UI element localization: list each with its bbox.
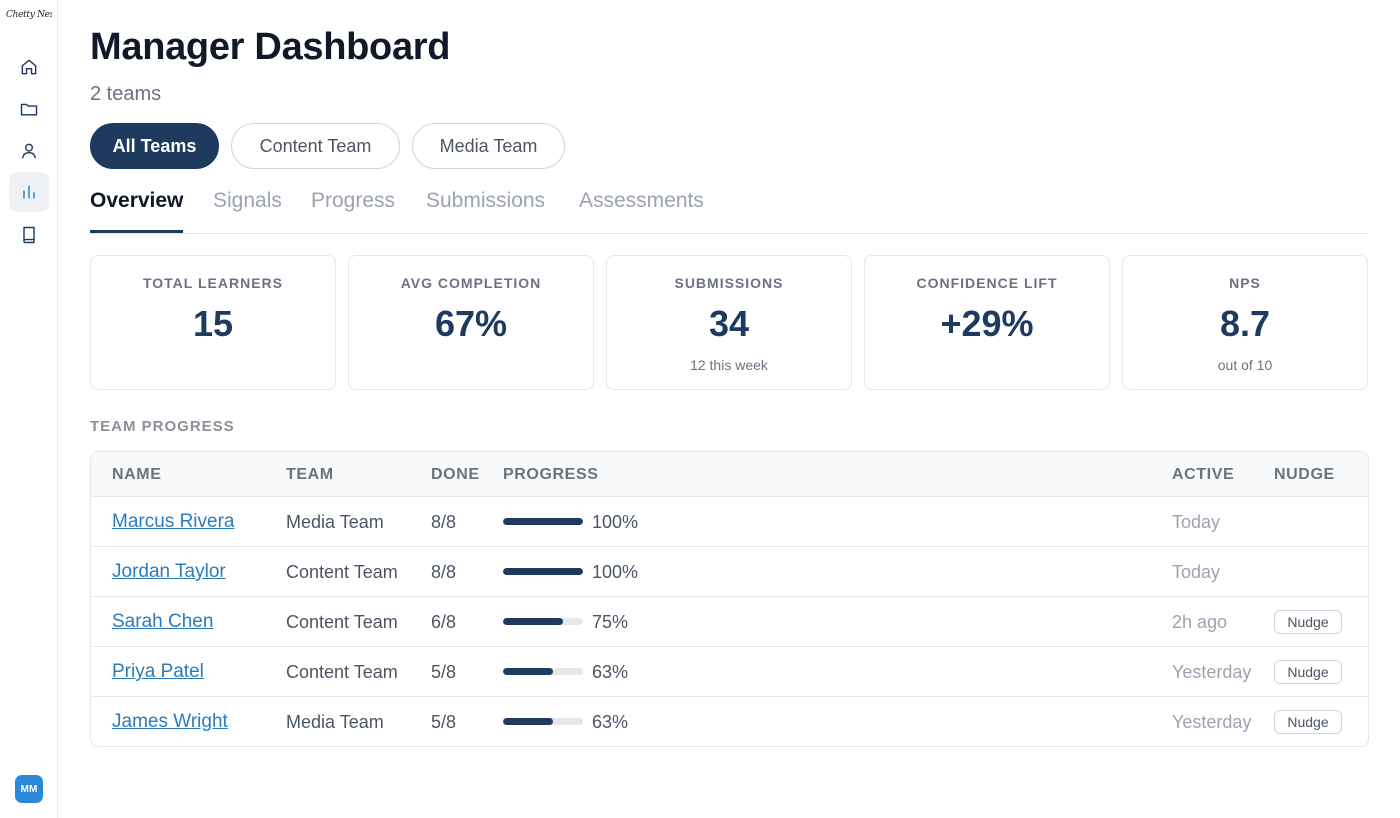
last-active-cell: Yesterday — [1172, 712, 1252, 732]
tab-overview[interactable]: Overview — [90, 186, 184, 233]
column-header-nudge: NUDGE — [1274, 466, 1335, 483]
nudge-button[interactable]: Nudge — [1274, 660, 1342, 684]
filter-media-team[interactable]: Media Team — [412, 123, 565, 169]
sidebar-item-folders[interactable] — [9, 89, 49, 129]
avatar[interactable]: MM — [15, 775, 43, 803]
book-icon — [23, 226, 35, 244]
progress-bar-fill — [503, 518, 583, 525]
kpi-card-nps: NPS 8.7 out of 10 — [1122, 255, 1368, 390]
last-active-cell: Today — [1172, 562, 1221, 582]
kpi-card-total-learners: TOTAL LEARNERS 15 — [90, 255, 336, 390]
page-title: Manager Dashboard — [90, 26, 451, 68]
tab-progress[interactable]: Progress — [311, 189, 396, 212]
sidebar-item-dashboard[interactable] — [9, 172, 49, 212]
kpi-card-avg-completion: AVG COMPLETION 67% — [348, 255, 594, 390]
sidebar-item-library[interactable] — [9, 215, 49, 255]
kpi-card-submissions: SUBMISSIONS 34 12 this week — [606, 255, 852, 390]
column-header-progress[interactable]: PROGRESS — [503, 466, 599, 483]
learner-name-link[interactable]: Jordan Taylor — [112, 561, 226, 582]
kpi-note: out of 10 — [1217, 357, 1273, 373]
last-active-cell: Today — [1172, 512, 1221, 532]
column-header-done[interactable]: DONE — [431, 466, 480, 483]
kpi-value: +29% — [940, 303, 1034, 344]
team-cell: Content Team — [286, 562, 398, 582]
progress-bar — [503, 668, 583, 675]
team-cell: Media Team — [286, 712, 384, 732]
progress-percent: 100% — [592, 562, 639, 582]
column-header-team[interactable]: TEAM — [286, 466, 334, 483]
team-count: 2 teams — [90, 83, 162, 105]
user-icon — [22, 143, 36, 159]
last-active-cell: 2h ago — [1172, 612, 1228, 632]
table-header: NAME TEAM DONE PROGRESS ACTIVE NUDGE — [91, 452, 1368, 497]
column-header-name[interactable]: NAME — [112, 466, 162, 483]
progress-percent: 75% — [592, 612, 629, 632]
team-progress-table: NAME TEAM DONE PROGRESS ACTIVE NUDGE Mar… — [90, 451, 1369, 747]
sidebar-item-profile[interactable] — [9, 131, 49, 171]
section-title-team-progress: TEAM PROGRESS — [90, 418, 235, 435]
column-header-active[interactable]: ACTIVE — [1172, 466, 1235, 483]
progress-bar-fill — [503, 718, 554, 725]
kpi-label: CONFIDENCE LIFT — [916, 275, 1058, 291]
table-row: Marcus Rivera Media Team 8/8 100% Today — [91, 497, 1368, 547]
home-icon — [21, 59, 37, 75]
folder-icon — [20, 103, 38, 116]
nudge-button[interactable]: Nudge — [1274, 610, 1342, 634]
tab-submissions[interactable]: Submissions — [426, 189, 546, 212]
filter-all-teams[interactable]: All Teams — [90, 123, 219, 169]
kpi-card-confidence-lift: CONFIDENCE LIFT +29% — [864, 255, 1110, 390]
table-row: Sarah Chen Content Team 6/8 75% 2h ago N… — [91, 597, 1368, 647]
nudge-button[interactable]: Nudge — [1274, 710, 1342, 734]
team-cell: Media Team — [286, 512, 384, 532]
progress-bar — [503, 718, 583, 725]
progress-percent: 100% — [592, 512, 639, 532]
done-cell: 8/8 — [431, 562, 457, 582]
kpi-label: AVG COMPLETION — [400, 275, 542, 291]
progress-percent: 63% — [592, 712, 629, 732]
bar-chart-icon — [23, 185, 35, 199]
learner-name-link[interactable]: James Wright — [112, 711, 228, 732]
kpi-note: 12 this week — [690, 357, 768, 373]
tab-signals[interactable]: Signals — [213, 189, 282, 212]
table-row: Priya Patel Content Team 5/8 63% Yesterd… — [91, 647, 1368, 697]
kpi-value: 8.7 — [1219, 303, 1271, 344]
learner-name-link[interactable]: Sarah Chen — [112, 611, 214, 632]
progress-bar — [503, 518, 583, 525]
kpi-label: SUBMISSIONS — [674, 275, 784, 291]
learner-name-link[interactable]: Priya Patel — [112, 661, 204, 682]
done-cell: 8/8 — [431, 512, 457, 532]
team-cell: Content Team — [286, 612, 398, 632]
kpi-label: TOTAL LEARNERS — [142, 275, 283, 291]
filter-content-team[interactable]: Content Team — [231, 123, 400, 169]
brand-logo[interactable]: Chetty Nest — [6, 10, 52, 20]
table-row: Jordan Taylor Content Team 8/8 100% Toda… — [91, 547, 1368, 597]
progress-bar-fill — [503, 668, 554, 675]
progress-bar-fill — [503, 618, 563, 625]
sidebar-item-home[interactable] — [9, 47, 49, 87]
done-cell: 5/8 — [431, 712, 457, 732]
kpi-label: NPS — [1229, 275, 1261, 291]
learner-name-link[interactable]: Marcus Rivera — [112, 511, 235, 532]
done-cell: 5/8 — [431, 662, 457, 682]
progress-bar — [503, 568, 583, 575]
progress-percent: 63% — [592, 662, 629, 682]
tab-bar: Overview Signals Progress Submissions As… — [90, 186, 1369, 234]
kpi-value: 15 — [192, 303, 234, 344]
kpi-value: 67% — [434, 303, 508, 344]
table-row: James Wright Media Team 5/8 63% Yesterda… — [91, 697, 1368, 746]
last-active-cell: Yesterday — [1172, 662, 1252, 682]
sidebar: Chetty Nest MM — [0, 0, 58, 818]
tab-assessments[interactable]: Assessments — [579, 189, 704, 212]
progress-bar — [503, 618, 583, 625]
progress-bar-fill — [503, 568, 583, 575]
kpi-value: 34 — [708, 303, 750, 344]
done-cell: 6/8 — [431, 612, 457, 632]
team-cell: Content Team — [286, 662, 398, 682]
